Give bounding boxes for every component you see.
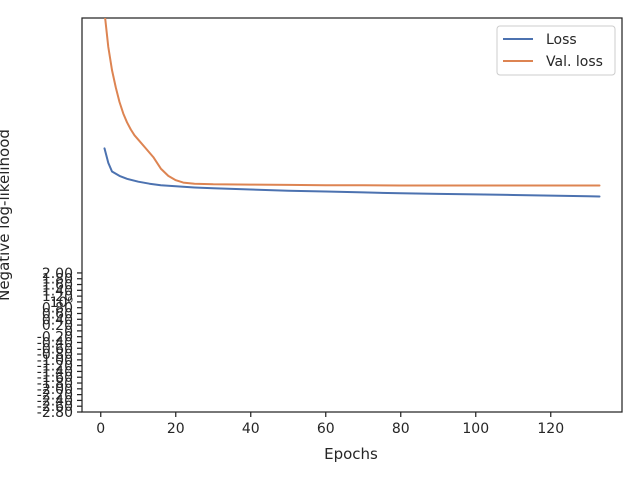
y-tick-label: 0 (64, 324, 73, 340)
plot-area: 0 20 40 60 80 100 120 10⁰0.800.600.400.200-0.2… (37, 17, 623, 437)
y-tick-label: 1.80 (42, 272, 73, 288)
y-tick-label: -2.20 (37, 388, 73, 404)
y-tick-label: 1.40 (42, 283, 73, 299)
x-tick-label: 100 (462, 421, 489, 437)
y-tick-label: 0.80 (42, 301, 73, 317)
plot-frame (81, 17, 623, 413)
y-tick-label: 1.20 (42, 289, 73, 305)
y-tick-label: 2.00 (42, 266, 73, 282)
y-tick-label: -2.00 (37, 382, 73, 398)
series-line-val-loss (104, 18, 601, 187)
y-tick-label: -1.00 (37, 353, 73, 369)
legend-label-val-loss: Val. loss (546, 54, 603, 70)
y-axis-ticks: 10⁰0.800.600.400.200-0.20-0.40-0.60-0.80… (37, 266, 82, 421)
series-line-loss (103, 147, 601, 198)
y-tick-label: -0.80 (37, 347, 73, 363)
x-tick-label: 60 (317, 421, 335, 437)
y-tick-label: -0.60 (37, 341, 73, 357)
y-tick-label: -0.20 (37, 330, 73, 346)
y-tick-label: -0.40 (37, 335, 73, 351)
x-axis-ticks: 0 20 40 60 80 100 120 (96, 412, 564, 437)
y-tick-label: 0.40 (42, 312, 73, 328)
y-tick-label: 0.60 (42, 307, 73, 323)
legend: Loss Val. loss (496, 25, 616, 76)
y-tick-label: -1.40 (37, 364, 73, 380)
x-tick-label: 20 (167, 421, 185, 437)
y-tick-label: 1.60 (42, 278, 73, 294)
y-tick-label: -2.40 (37, 393, 73, 409)
x-axis-label: Epochs (324, 445, 378, 463)
x-tick-label: 80 (392, 421, 410, 437)
y-tick-label: -2.60 (37, 399, 73, 415)
y-tick-label: -1.80 (37, 376, 73, 392)
x-tick-label: 40 (242, 421, 260, 437)
series-layer (103, 18, 601, 198)
y-tick-label: -1.20 (37, 359, 73, 375)
y-tick-label: 0.20 (42, 318, 73, 334)
y-tick-label: -1.60 (37, 370, 73, 386)
y-tick-label: 10⁰ (50, 295, 74, 311)
y-axis-label: Negative log-likelihood (0, 129, 13, 301)
y-tick-label: -2.80 (37, 405, 73, 421)
legend-label-loss: Loss (546, 32, 577, 48)
x-tick-label: 0 (96, 421, 105, 437)
x-tick-label: 120 (537, 421, 564, 437)
